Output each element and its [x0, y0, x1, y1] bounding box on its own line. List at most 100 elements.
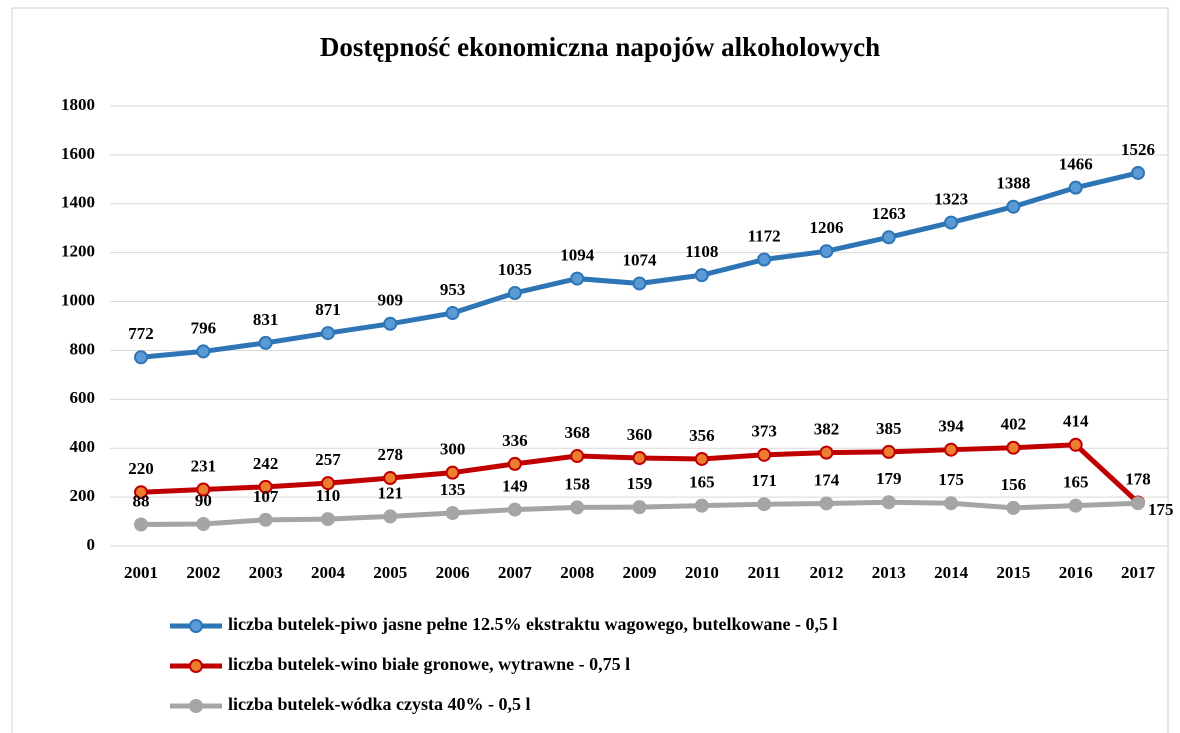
data-point — [1131, 496, 1145, 511]
data-point — [507, 456, 522, 471]
data-label: 171 — [751, 471, 777, 490]
data-label: 257 — [315, 450, 341, 469]
y-tick-label: 600 — [70, 388, 96, 407]
data-label: 402 — [1001, 415, 1027, 434]
data-point — [1006, 500, 1021, 515]
data-point — [196, 517, 211, 531]
data-label: 231 — [191, 456, 217, 475]
y-tick-label: 1000 — [61, 290, 95, 309]
y-tick-label: 1800 — [61, 95, 95, 114]
legend-label: liczba butelek-piwo jasne pełne 12.5% ek… — [228, 614, 838, 634]
data-point — [445, 306, 460, 321]
data-point — [819, 445, 834, 460]
x-tick-label: 2008 — [560, 563, 594, 582]
data-label: 178 — [1125, 469, 1151, 488]
data-label: 158 — [564, 474, 590, 493]
data-point — [1131, 165, 1145, 180]
data-label: 300 — [440, 440, 466, 459]
data-point — [196, 344, 211, 359]
chart-frame — [11, 7, 1169, 733]
y-tick-label: 1200 — [61, 242, 95, 261]
y-tick-label: 1400 — [61, 193, 95, 212]
data-label: 107 — [253, 487, 279, 506]
x-tick-label: 2014 — [934, 563, 969, 582]
data-label: 385 — [876, 419, 902, 438]
data-point — [258, 512, 273, 527]
legend-marker — [189, 619, 203, 633]
x-tick-label: 2004 — [311, 563, 346, 582]
data-label: 356 — [689, 426, 715, 445]
data-point — [881, 495, 896, 510]
data-point — [507, 286, 522, 300]
data-point — [258, 335, 273, 350]
data-label: 414 — [1063, 412, 1089, 431]
data-point — [258, 479, 273, 494]
data-label: 953 — [440, 280, 466, 299]
data-point — [445, 506, 460, 520]
data-point — [632, 451, 647, 465]
data-point — [1068, 180, 1083, 195]
data-label: 90 — [195, 491, 212, 510]
data-point — [134, 485, 148, 500]
data-label: 1108 — [685, 242, 718, 261]
data-label: 1323 — [934, 190, 968, 209]
data-point — [570, 271, 585, 286]
data-label: 360 — [627, 425, 653, 444]
data-label: 156 — [1001, 475, 1027, 494]
data-point — [1068, 498, 1083, 513]
x-tick-label: 2016 — [1059, 563, 1093, 582]
data-point — [694, 451, 709, 466]
data-label: 796 — [191, 318, 217, 337]
data-label: 175 — [1148, 500, 1174, 519]
y-tick-label: 0 — [87, 535, 96, 554]
data-point — [383, 316, 398, 331]
x-tick-label: 2013 — [872, 563, 906, 582]
data-label: 175 — [938, 470, 964, 489]
data-point — [819, 244, 834, 259]
data-point — [757, 252, 772, 267]
data-point — [196, 482, 211, 497]
data-point — [757, 497, 772, 512]
data-point — [632, 500, 647, 515]
chart-title: Dostępność ekonomiczna napojów alkoholow… — [320, 32, 880, 62]
data-label: 1094 — [560, 245, 595, 264]
data-point — [881, 444, 896, 459]
y-tick-label: 400 — [70, 437, 96, 456]
data-label: 1388 — [996, 174, 1030, 193]
x-tick-label: 2015 — [996, 563, 1030, 582]
data-label: 88 — [133, 491, 150, 510]
legend-marker — [189, 699, 203, 713]
data-label: 368 — [564, 423, 590, 442]
data-label: 871 — [315, 300, 341, 319]
data-point — [1006, 199, 1021, 214]
data-point — [570, 500, 585, 515]
x-tick-label: 2009 — [623, 563, 657, 582]
data-point — [134, 350, 148, 365]
data-label: 159 — [627, 474, 653, 493]
data-point — [320, 476, 335, 491]
x-tick-label: 2001 — [124, 563, 158, 582]
data-label: 242 — [253, 454, 279, 473]
x-tick-label: 2011 — [748, 563, 781, 582]
legend-marker — [189, 659, 203, 673]
data-label: 174 — [814, 470, 840, 489]
data-label: 1172 — [748, 226, 781, 245]
data-point — [632, 276, 647, 291]
data-label: 382 — [814, 420, 840, 439]
data-point — [134, 517, 148, 532]
y-tick-label: 800 — [70, 339, 96, 358]
x-tick-label: 2010 — [685, 563, 719, 582]
data-label: 278 — [378, 445, 404, 464]
data-point — [570, 449, 585, 464]
data-label: 336 — [502, 431, 528, 450]
data-label: 1466 — [1059, 155, 1093, 174]
data-point — [1068, 437, 1083, 452]
x-tick-label: 2005 — [373, 563, 407, 582]
data-label: 121 — [378, 483, 404, 502]
data-point — [507, 502, 522, 517]
data-point — [445, 465, 460, 480]
y-tick-label: 1600 — [61, 144, 95, 163]
data-label: 1074 — [623, 250, 658, 269]
data-label: 394 — [938, 417, 964, 436]
y-tick-label: 200 — [70, 486, 96, 505]
